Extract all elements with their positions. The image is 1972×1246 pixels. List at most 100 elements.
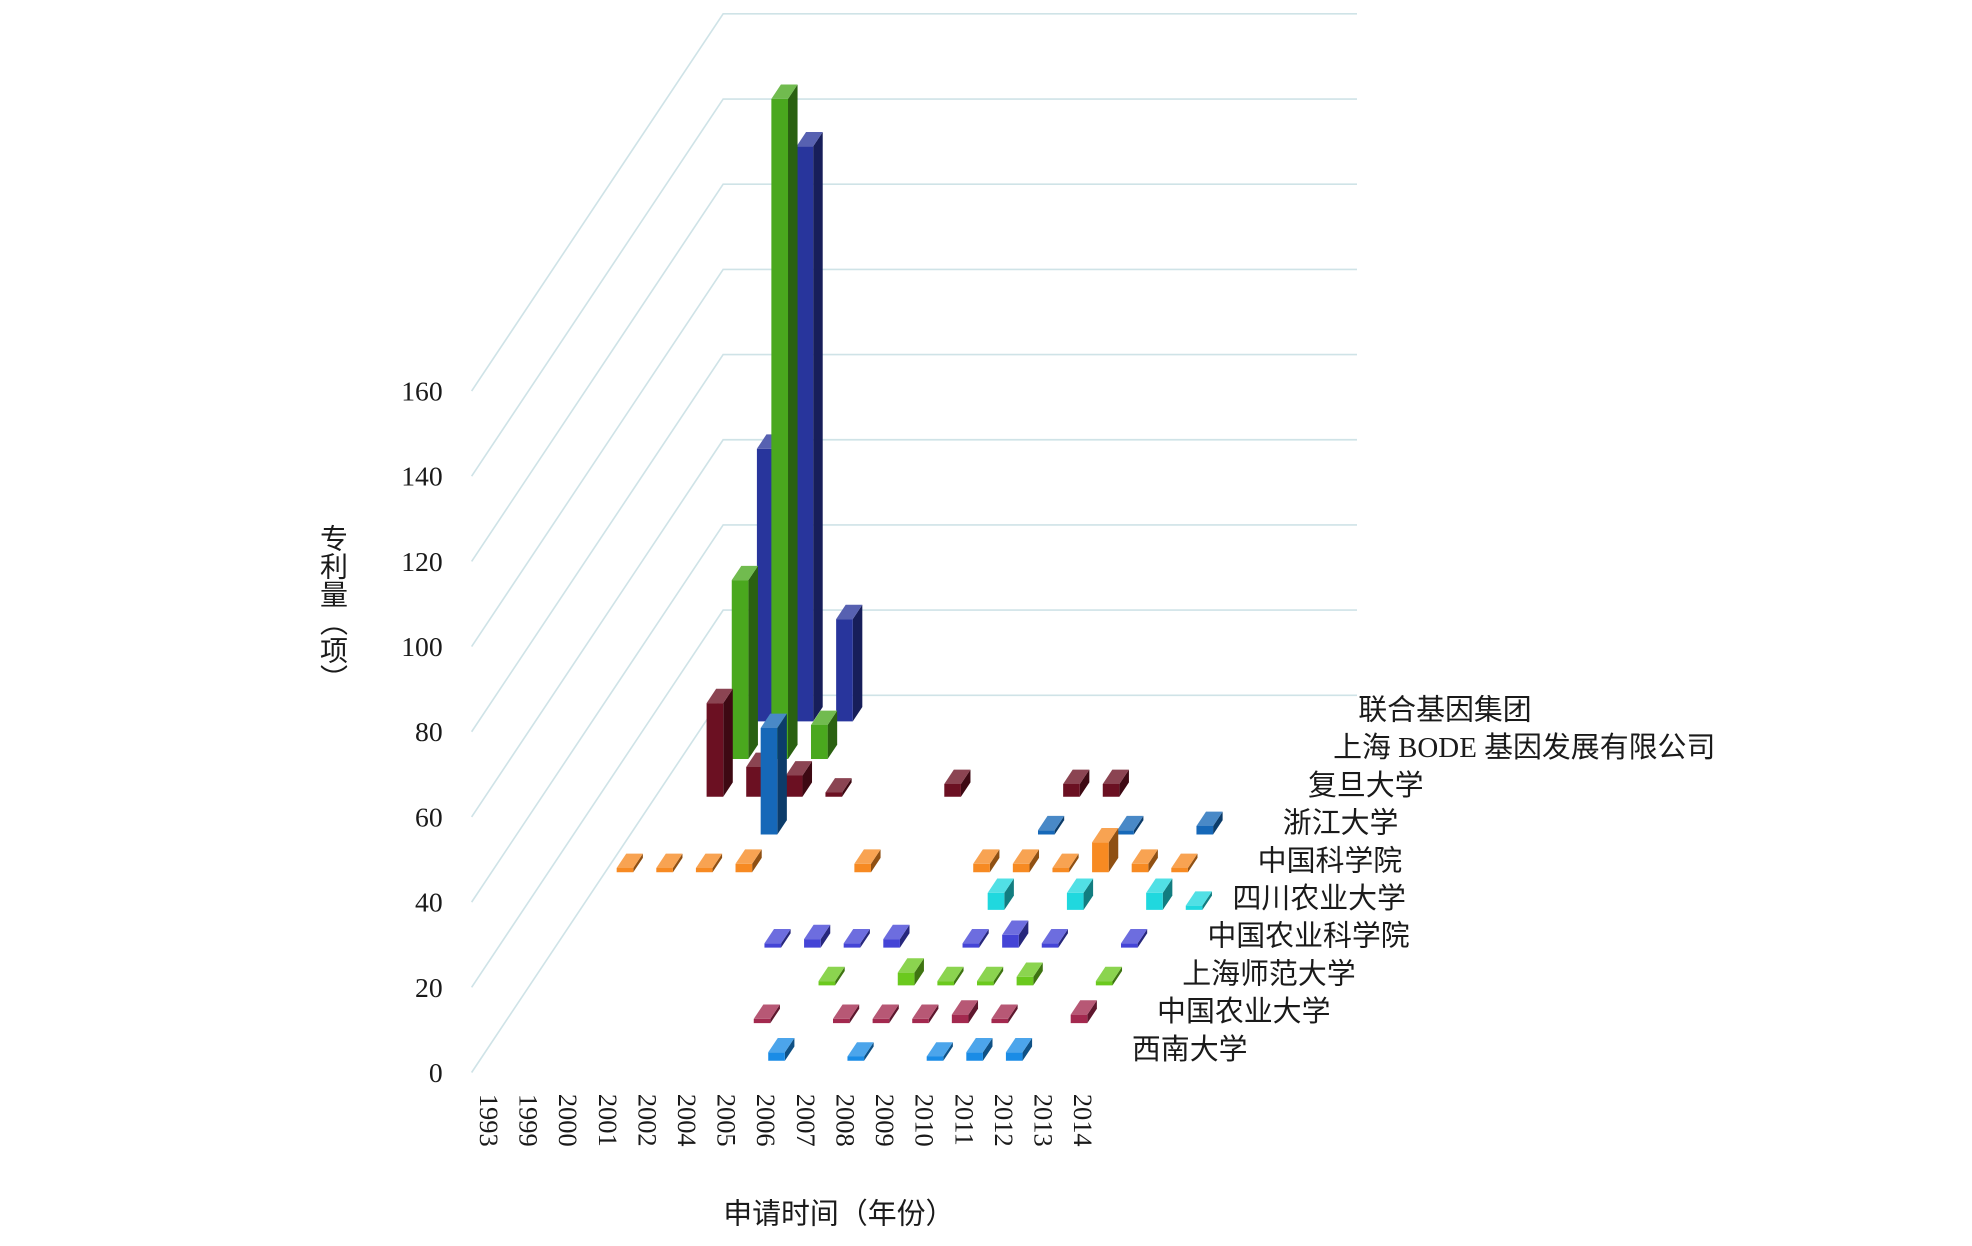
bar-top-face [1052, 853, 1079, 868]
bar-top-face [1012, 849, 1040, 864]
bar-side-face [1108, 828, 1119, 873]
bar [847, 1042, 874, 1061]
x-tick-label: 1999 [514, 1094, 544, 1147]
series-label: 中国农业科学院 [1207, 921, 1409, 953]
x-tick-label: 1993 [474, 1094, 504, 1147]
bar-side-face [1213, 811, 1223, 835]
bar-front-face [735, 863, 753, 873]
bar-side-face [1033, 962, 1043, 986]
bar-front-face [1002, 934, 1019, 948]
bar-front-face [818, 981, 836, 986]
x-tick-label: 2005 [712, 1094, 742, 1147]
gridline [470, 183, 1358, 562]
bar [1171, 853, 1198, 873]
y-tick-label: 0 [429, 1057, 443, 1088]
bar-side-face [852, 604, 863, 722]
bar-top-face [872, 1004, 899, 1019]
bar-side-face [968, 1000, 979, 1024]
bar-top-face [1131, 849, 1158, 864]
bar [1120, 929, 1148, 948]
bar-front-face [756, 448, 774, 722]
x-tick-label: 2012 [989, 1094, 1019, 1147]
gridline [470, 438, 1358, 818]
gridline [470, 268, 1358, 648]
bar-side-face [784, 1037, 795, 1061]
bar-side-face [1004, 878, 1014, 910]
bar-front-face [1070, 1014, 1088, 1024]
bar [1016, 962, 1043, 986]
bar-front-face [973, 863, 990, 873]
gridline [470, 609, 1358, 988]
bar [1196, 811, 1223, 835]
series-label: 上海师范大学 [1182, 958, 1355, 990]
bar-side-face [802, 761, 813, 797]
bar [1037, 815, 1065, 835]
bar [944, 769, 971, 797]
bar-top-face [764, 929, 791, 944]
bar-front-face [706, 703, 724, 797]
bar-front-face [1092, 842, 1109, 873]
x-tick-label: 2000 [553, 1094, 583, 1147]
bar-top-face [706, 688, 733, 704]
bar-side-face [748, 565, 758, 760]
bar [1185, 891, 1212, 910]
x-tick-label: 2009 [870, 1094, 900, 1147]
bar [897, 958, 924, 986]
bar-top-face [897, 958, 924, 973]
bar-top-face [753, 1004, 780, 1019]
bar-side-face [928, 1004, 939, 1024]
bar [1070, 1000, 1097, 1024]
bar-front-face [962, 943, 980, 948]
bar-top-face [825, 778, 852, 793]
bar [1117, 815, 1144, 835]
series-label: 中国农业大学 [1157, 996, 1330, 1028]
bar-front-face [1066, 892, 1084, 910]
bar-top-face [1066, 878, 1094, 893]
x-tick-label: 2006 [751, 1094, 781, 1147]
bar-top-face [1117, 815, 1144, 831]
x-tick-label: 2001 [593, 1094, 623, 1147]
bar-side-face [1008, 1004, 1018, 1024]
bar-front-face [771, 98, 789, 760]
x-tick-label: 2013 [1029, 1094, 1059, 1147]
bar-side-face [1202, 891, 1212, 910]
bar-front-face [695, 867, 713, 873]
bar-front-face [1063, 783, 1080, 797]
bar-front-face [825, 792, 843, 797]
bar-top-face [937, 966, 964, 982]
bar [962, 929, 989, 948]
bar [1041, 929, 1068, 948]
bar [760, 713, 787, 835]
series-label: 复旦大学 [1308, 770, 1424, 802]
bar [825, 778, 852, 797]
bar-front-face [847, 1056, 865, 1061]
bar-top-face [760, 713, 787, 728]
bar-side-face [752, 849, 762, 873]
bar-top-face [695, 853, 723, 868]
bar-top-face [1146, 878, 1173, 893]
bar-side-face [1054, 815, 1065, 835]
bar-top-face [810, 710, 838, 725]
y-tick-label: 160 [401, 376, 442, 407]
bar [768, 1037, 795, 1061]
bar-front-face [937, 981, 955, 986]
bar-front-face [810, 724, 828, 760]
bar [616, 853, 643, 873]
bar [883, 924, 910, 948]
bar [937, 966, 964, 986]
bar-top-face [951, 1000, 979, 1015]
bar-side-face [889, 1004, 899, 1024]
bar-side-face [1087, 1000, 1097, 1024]
bar-front-face [1102, 783, 1120, 797]
bar-top-face [735, 849, 762, 864]
bar [843, 929, 870, 948]
bar-side-face [1029, 849, 1040, 873]
bar-top-face [1171, 853, 1198, 868]
bar-side-face [842, 778, 852, 797]
bar [836, 604, 863, 722]
bar [1063, 769, 1090, 797]
bar-front-face [764, 943, 782, 948]
bar-side-face [954, 966, 964, 986]
